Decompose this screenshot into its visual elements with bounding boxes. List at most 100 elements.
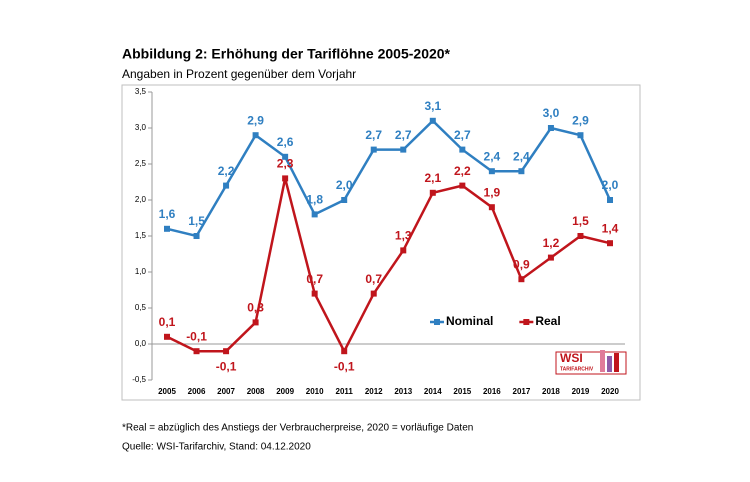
data-label: 2,9: [572, 113, 589, 127]
data-label: 1,6: [159, 207, 176, 221]
point: [311, 211, 318, 218]
x-tick-label: 2006: [188, 387, 206, 396]
data-label: 1,5: [188, 214, 205, 228]
footnote: *Real = abzüglich des Anstiegs der Verbr…: [122, 423, 473, 434]
legend-label: Real: [535, 314, 560, 328]
point: [370, 290, 377, 297]
chart-frame: [121, 84, 641, 401]
point: [193, 348, 200, 355]
y-tick-label: 3,0: [135, 123, 147, 132]
point: [518, 168, 525, 175]
data-label: 3,0: [543, 106, 560, 120]
data-label: 2,9: [247, 113, 264, 127]
logo-text: WSI: [560, 351, 583, 365]
y-tick-label: 0,0: [135, 339, 147, 348]
point: [607, 240, 613, 247]
data-label: 2,1: [424, 171, 441, 185]
point: [193, 233, 200, 239]
data-label: 0,3: [247, 301, 264, 315]
data-label: 2,6: [277, 135, 294, 149]
data-label: 2,7: [395, 128, 412, 142]
point: [547, 254, 554, 261]
x-tick-label: 2016: [483, 387, 501, 396]
logo-bar: [614, 353, 619, 372]
point: [547, 125, 554, 131]
x-tick-label: 2008: [247, 387, 265, 396]
y-tick-label: -0,5: [132, 375, 146, 384]
data-label: 0,7: [365, 272, 382, 286]
data-label: 0,9: [513, 257, 530, 271]
logo-bar: [607, 356, 612, 372]
data-label: 0,1: [159, 315, 176, 329]
data-label: 1,8: [306, 193, 323, 207]
logo: WSI TARIFARCHIV: [555, 350, 627, 375]
x-tick-label: 2015: [453, 387, 471, 396]
point: [577, 132, 584, 139]
data-label: -0,1: [216, 359, 237, 373]
point: [311, 290, 318, 297]
data-label: 1,9: [484, 185, 501, 199]
data-label: 0,7: [306, 272, 323, 286]
series-line: [166, 178, 611, 354]
legend-label: Nominal: [446, 314, 493, 328]
data-label: 1,3: [395, 229, 412, 243]
chart-title: Abbildung 2: Erhöhung der Tariflöhne 200…: [122, 46, 451, 62]
point: [282, 175, 289, 182]
point: [429, 189, 436, 196]
point: [488, 168, 495, 175]
data-label: 2,7: [365, 128, 382, 142]
x-tick-label: 2011: [336, 387, 354, 396]
point: [252, 319, 259, 326]
x-tick-label: 2010: [306, 387, 324, 396]
y-tick-label: 2,5: [135, 159, 147, 168]
x-tick-label: 2017: [513, 387, 531, 396]
chart-subtitle: Angaben in Prozent gegenüber dem Vorjahr: [122, 67, 356, 81]
point: [607, 197, 613, 203]
data-label: 2,7: [454, 128, 471, 142]
data-label: 2,2: [454, 164, 471, 178]
point: [577, 233, 584, 239]
point: [223, 182, 230, 189]
x-tick-label: 2018: [542, 387, 560, 396]
logo-bar: [600, 350, 605, 372]
x-tick-label: 2007: [217, 387, 235, 396]
data-label: 2,4: [513, 149, 530, 163]
point: [459, 146, 466, 153]
point: [518, 276, 525, 283]
x-tick-label: 2005: [158, 387, 176, 396]
data-label: 2,0: [602, 178, 619, 192]
y-tick-label: 2,0: [135, 195, 147, 204]
data-label: 1,5: [572, 214, 589, 228]
x-tick-label: 2019: [572, 387, 590, 396]
data-label: 2,3: [277, 157, 294, 171]
x-tick-label: 2009: [276, 387, 294, 396]
point: [459, 182, 466, 189]
point: [164, 225, 170, 232]
x-tick-label: 2012: [365, 387, 383, 396]
data-label: -0,1: [334, 359, 355, 373]
data-label: 2,2: [218, 164, 235, 178]
x-tick-label: 2013: [394, 387, 412, 396]
point: [282, 153, 289, 160]
point: [370, 146, 377, 153]
point: [400, 146, 407, 153]
data-label: 3,1: [424, 99, 441, 113]
data-label: 1,2: [543, 236, 560, 250]
y-tick-label: 1,5: [135, 231, 147, 240]
point: [341, 348, 348, 355]
footnote: Quelle: WSI-Tarifarchiv, Stand: 04.12.20…: [122, 442, 311, 453]
point: [341, 197, 348, 203]
series-line: [166, 119, 612, 238]
point: [400, 247, 407, 254]
y-tick-label: 1,0: [135, 267, 147, 276]
point: [429, 117, 436, 124]
point: [223, 348, 230, 355]
data-label: 1,4: [602, 221, 619, 235]
x-tick-label: 2020: [601, 387, 619, 396]
data-label: 2,4: [484, 149, 501, 163]
point: [252, 132, 259, 139]
logo-subtext: TARIFARCHIV: [560, 366, 594, 372]
data-label: -0,1: [186, 329, 207, 343]
legend-marker: [434, 319, 440, 325]
